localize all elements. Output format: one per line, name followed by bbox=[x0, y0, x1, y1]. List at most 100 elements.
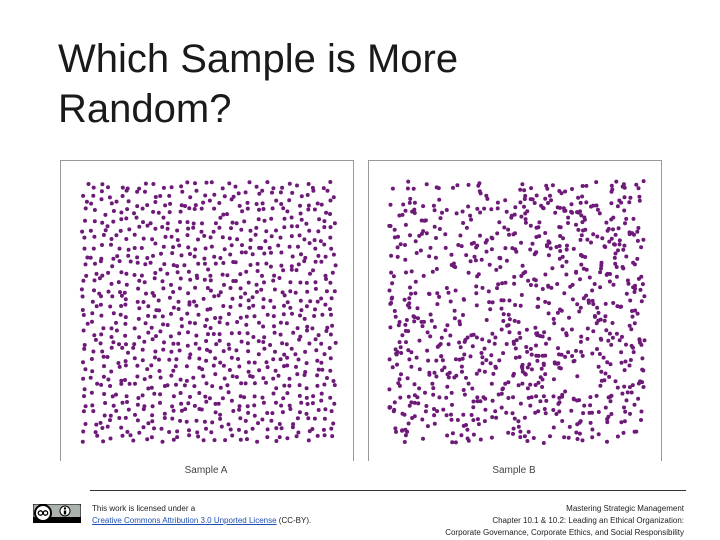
dot bbox=[257, 207, 261, 212]
dot bbox=[295, 183, 299, 188]
dot bbox=[213, 221, 218, 226]
dot bbox=[506, 396, 511, 400]
dot bbox=[482, 346, 487, 351]
dot bbox=[468, 213, 473, 218]
dot bbox=[90, 369, 95, 374]
dot bbox=[142, 339, 147, 344]
dot bbox=[197, 356, 202, 361]
dot bbox=[427, 292, 432, 296]
dot bbox=[524, 345, 529, 349]
dot bbox=[243, 430, 248, 434]
dot bbox=[482, 419, 487, 424]
dot bbox=[588, 403, 593, 408]
dot bbox=[82, 343, 87, 347]
dot bbox=[584, 293, 589, 298]
dot bbox=[271, 391, 276, 396]
dot bbox=[133, 412, 137, 417]
dot bbox=[523, 217, 528, 222]
dot bbox=[451, 261, 456, 266]
dot bbox=[332, 401, 337, 406]
dot bbox=[564, 247, 569, 252]
dot bbox=[168, 334, 173, 339]
dot bbox=[578, 237, 583, 242]
dot bbox=[271, 376, 276, 381]
dot bbox=[137, 430, 142, 435]
dot bbox=[82, 387, 87, 392]
dot bbox=[408, 285, 412, 290]
dot bbox=[146, 313, 151, 318]
dot bbox=[254, 225, 259, 230]
dot bbox=[596, 432, 601, 437]
dot bbox=[512, 318, 517, 323]
dot bbox=[404, 340, 408, 345]
dot bbox=[570, 354, 575, 358]
dot bbox=[126, 247, 131, 252]
dot bbox=[639, 342, 644, 347]
dot bbox=[533, 383, 538, 387]
dot bbox=[146, 421, 151, 426]
dot bbox=[560, 419, 565, 423]
dot bbox=[578, 200, 583, 205]
dot bbox=[276, 243, 281, 248]
dot bbox=[596, 364, 601, 369]
dot bbox=[109, 369, 114, 374]
dot bbox=[322, 382, 327, 387]
dot bbox=[119, 270, 124, 275]
dot bbox=[468, 259, 473, 264]
dot bbox=[171, 341, 176, 346]
dot bbox=[590, 410, 594, 415]
dot bbox=[252, 314, 257, 319]
dot bbox=[520, 381, 525, 386]
dot bbox=[191, 375, 196, 380]
dot bbox=[437, 395, 442, 400]
dot bbox=[331, 252, 336, 257]
dot bbox=[209, 430, 214, 435]
dot bbox=[193, 247, 198, 252]
dot bbox=[474, 284, 479, 289]
dot bbox=[290, 254, 295, 259]
dot bbox=[569, 202, 574, 207]
dot bbox=[401, 202, 406, 207]
dot bbox=[106, 185, 110, 190]
dot bbox=[576, 227, 581, 232]
dot bbox=[541, 441, 546, 445]
dot bbox=[630, 314, 635, 319]
dot bbox=[421, 436, 425, 441]
dot bbox=[543, 411, 548, 416]
dot bbox=[590, 298, 595, 303]
license-link[interactable]: Creative Commons Attribution 3.0 Unporte… bbox=[92, 516, 277, 525]
dot bbox=[475, 243, 480, 248]
dot bbox=[544, 243, 549, 248]
dot bbox=[503, 381, 508, 386]
dot bbox=[612, 255, 617, 260]
dot bbox=[328, 212, 332, 216]
dot bbox=[452, 375, 457, 380]
dot bbox=[471, 240, 476, 245]
dot bbox=[158, 194, 163, 198]
dot bbox=[315, 383, 320, 388]
dot bbox=[424, 404, 429, 408]
dot bbox=[103, 228, 108, 233]
dot bbox=[520, 263, 525, 268]
dot bbox=[218, 256, 223, 260]
dot bbox=[158, 400, 162, 405]
dot bbox=[162, 262, 167, 267]
dot bbox=[208, 306, 213, 311]
dot bbox=[417, 338, 422, 343]
dot bbox=[246, 360, 251, 365]
dot bbox=[273, 349, 277, 354]
dot bbox=[323, 302, 328, 307]
dot bbox=[407, 200, 412, 205]
sample-panel bbox=[60, 160, 354, 461]
dot bbox=[109, 281, 114, 286]
dot bbox=[321, 186, 326, 191]
dot bbox=[100, 349, 105, 354]
dot bbox=[522, 415, 527, 420]
dot bbox=[623, 221, 627, 226]
dot bbox=[483, 240, 488, 245]
dot bbox=[233, 260, 238, 265]
dot bbox=[287, 403, 292, 408]
dot bbox=[529, 367, 534, 372]
dot bbox=[91, 185, 96, 190]
dot bbox=[555, 310, 560, 315]
